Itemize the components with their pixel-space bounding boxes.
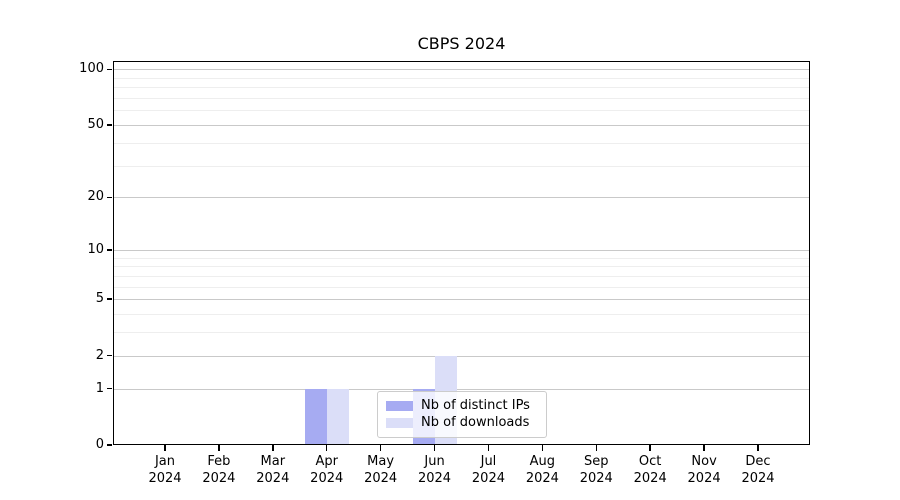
y-tick-mark: [107, 298, 112, 300]
legend-swatch-distinct-ips: [386, 400, 413, 411]
x-tick-year: 2024: [364, 471, 398, 486]
gridline-minor: [113, 142, 810, 144]
x-tick-label: Mar 2024: [241, 453, 305, 487]
x-tick-year: 2024: [687, 471, 721, 486]
legend-item-distinct-ips: Nb of distinct IPs: [386, 398, 538, 414]
x-tick-label: Jul 2024: [456, 453, 520, 487]
x-tick-year: 2024: [525, 471, 559, 486]
x-tick-year: 2024: [202, 471, 236, 486]
bar-downloads-apr: [326, 388, 349, 445]
y-tick-label: 1: [95, 380, 104, 396]
x-tick-month: Mar: [260, 454, 286, 469]
y-tick-label: 2: [95, 347, 104, 363]
legend-swatch-downloads: [386, 418, 413, 429]
y-tick-mark: [107, 124, 112, 126]
x-tick-month: Jun: [424, 454, 445, 469]
x-tick-mark: [649, 445, 651, 451]
x-tick-label: Jan 2024: [133, 453, 197, 487]
x-tick-month: Aug: [529, 454, 556, 469]
gridline-major: [113, 249, 810, 251]
gridline-major: [113, 197, 810, 199]
x-tick-label: Oct 2024: [618, 453, 682, 487]
bar-distinct-ips-apr: [304, 388, 327, 445]
x-tick-mark: [487, 445, 490, 451]
gridline-major: [113, 299, 810, 301]
x-tick-year: 2024: [148, 471, 182, 486]
gridline-minor: [113, 87, 810, 89]
gridline-minor: [113, 165, 810, 167]
x-tick-month: Feb: [207, 454, 231, 469]
x-tick-mark: [379, 445, 382, 451]
x-tick-label: Dec 2024: [726, 453, 790, 487]
x-tick-month: May: [367, 454, 395, 469]
gridline-minor: [113, 275, 810, 277]
y-tick-mark: [107, 68, 112, 71]
gridline-minor: [113, 332, 810, 334]
gridline-minor: [113, 98, 810, 100]
x-tick-mark: [757, 445, 759, 451]
x-tick-mark: [326, 445, 328, 451]
x-tick-mark: [595, 445, 597, 451]
x-tick-mark: [164, 445, 166, 451]
x-tick-month: Apr: [315, 454, 338, 469]
legend-item-downloads: Nb of downloads: [386, 415, 538, 431]
x-tick-mark: [703, 445, 705, 451]
y-tick-label: 50: [87, 117, 104, 133]
y-tick-mark: [107, 387, 112, 390]
y-tick-label: 100: [79, 61, 104, 77]
legend-label-distinct-ips: Nb of distinct IPs: [421, 397, 530, 413]
x-tick-mark: [272, 445, 274, 451]
x-tick-label: Nov 2024: [672, 453, 736, 487]
x-tick-label: Feb 2024: [187, 453, 251, 487]
x-tick-year: 2024: [417, 471, 452, 486]
y-tick-mark: [107, 354, 112, 357]
gridline-minor: [113, 266, 810, 268]
x-tick-year: 2024: [579, 471, 613, 486]
y-tick-mark: [107, 196, 112, 198]
gridline-major: [113, 69, 810, 71]
y-tick-mark: [107, 444, 112, 446]
gridline-major: [113, 355, 810, 357]
x-tick-month: Oct: [638, 454, 662, 469]
x-tick-label: Sep 2024: [564, 453, 628, 487]
x-tick-year: 2024: [310, 471, 344, 486]
x-tick-mark: [433, 445, 436, 451]
y-tick-label: 10: [87, 241, 104, 257]
gridline-minor: [113, 314, 810, 316]
x-tick-mark: [541, 445, 544, 451]
gridline-major: [113, 125, 810, 127]
y-tick-label: 0: [95, 437, 104, 452]
plot-area: 0 1 2 5 10 20 50 100 Jan 2024 Feb 2024 Mar 2024 Apr 202…: [79, 61, 810, 486]
x-tick-year: 2024: [471, 471, 505, 486]
y-tick-label: 5: [95, 291, 104, 307]
plot-frame: [113, 61, 810, 445]
x-tick-year: 2024: [741, 471, 775, 486]
gridline-minor: [113, 257, 810, 259]
x-tick-month: Sep: [584, 454, 609, 469]
x-tick-month: Jul: [480, 454, 497, 469]
chart-title: CBPS 2024: [417, 34, 506, 53]
x-tick-label: Aug 2024: [510, 453, 574, 487]
x-tick-year: 2024: [633, 471, 667, 486]
x-tick-month: Jan: [154, 454, 176, 469]
x-tick-month: Nov: [691, 454, 717, 469]
gridline-minor: [113, 110, 810, 112]
y-tick-mark: [107, 249, 112, 251]
x-tick-label: May 2024: [349, 453, 413, 487]
x-tick-label: Jun 2024: [403, 453, 467, 487]
y-tick-label: 20: [87, 189, 104, 205]
x-tick-mark: [218, 445, 220, 451]
gridline-major: [113, 388, 810, 390]
gridline-minor: [113, 77, 810, 79]
legend: Nb of distinct IPs Nb of downloads: [377, 391, 547, 438]
legend-label-downloads: Nb of downloads: [421, 415, 530, 431]
x-tick-label: Apr 2024: [295, 453, 359, 487]
gridline-minor: [113, 286, 810, 288]
x-tick-month: Dec: [745, 454, 771, 469]
x-tick-year: 2024: [256, 471, 290, 486]
